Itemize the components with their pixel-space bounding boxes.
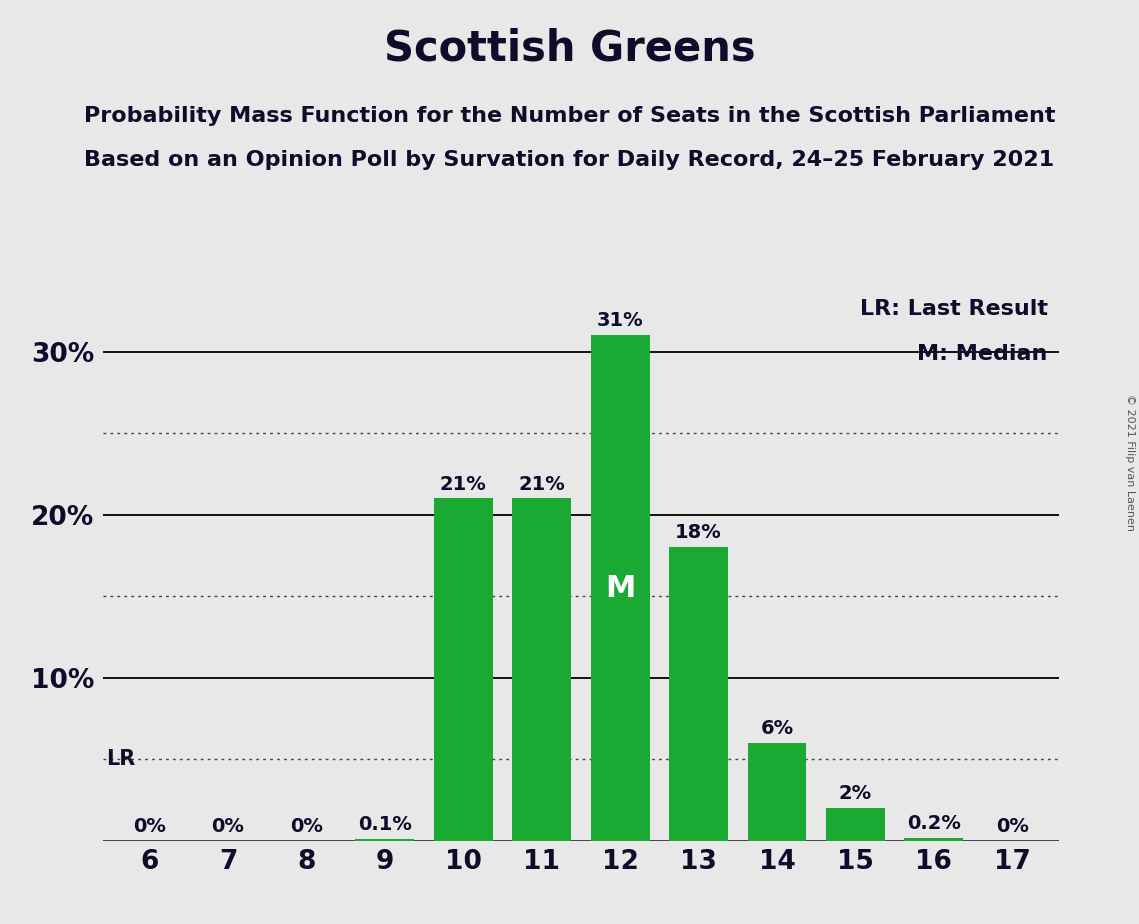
Bar	[591, 335, 649, 841]
Bar	[747, 743, 806, 841]
Text: 21%: 21%	[440, 475, 486, 493]
Bar	[904, 837, 964, 841]
Text: Scottish Greens: Scottish Greens	[384, 28, 755, 69]
Text: 0%: 0%	[133, 817, 166, 836]
Bar	[513, 498, 571, 841]
Text: M: M	[605, 574, 636, 602]
Text: 0%: 0%	[290, 817, 322, 836]
Text: 2%: 2%	[838, 784, 872, 803]
Text: 31%: 31%	[597, 311, 644, 331]
Text: LR: Last Result: LR: Last Result	[860, 299, 1048, 320]
Bar	[669, 547, 728, 841]
Text: Probability Mass Function for the Number of Seats in the Scottish Parliament: Probability Mass Function for the Number…	[84, 106, 1055, 127]
Text: 0%: 0%	[995, 817, 1029, 836]
Text: 0%: 0%	[212, 817, 245, 836]
Bar	[434, 498, 493, 841]
Text: 0.1%: 0.1%	[358, 815, 412, 834]
Text: © 2021 Filip van Laenen: © 2021 Filip van Laenen	[1125, 394, 1134, 530]
Text: 6%: 6%	[761, 719, 794, 738]
Bar	[826, 808, 885, 841]
Bar	[355, 839, 415, 841]
Text: LR: LR	[106, 749, 136, 770]
Text: Based on an Opinion Poll by Survation for Daily Record, 24–25 February 2021: Based on an Opinion Poll by Survation fo…	[84, 150, 1055, 170]
Text: 18%: 18%	[675, 523, 722, 542]
Text: 21%: 21%	[518, 475, 565, 493]
Text: 0.2%: 0.2%	[907, 814, 960, 833]
Text: M: Median: M: Median	[917, 344, 1048, 363]
